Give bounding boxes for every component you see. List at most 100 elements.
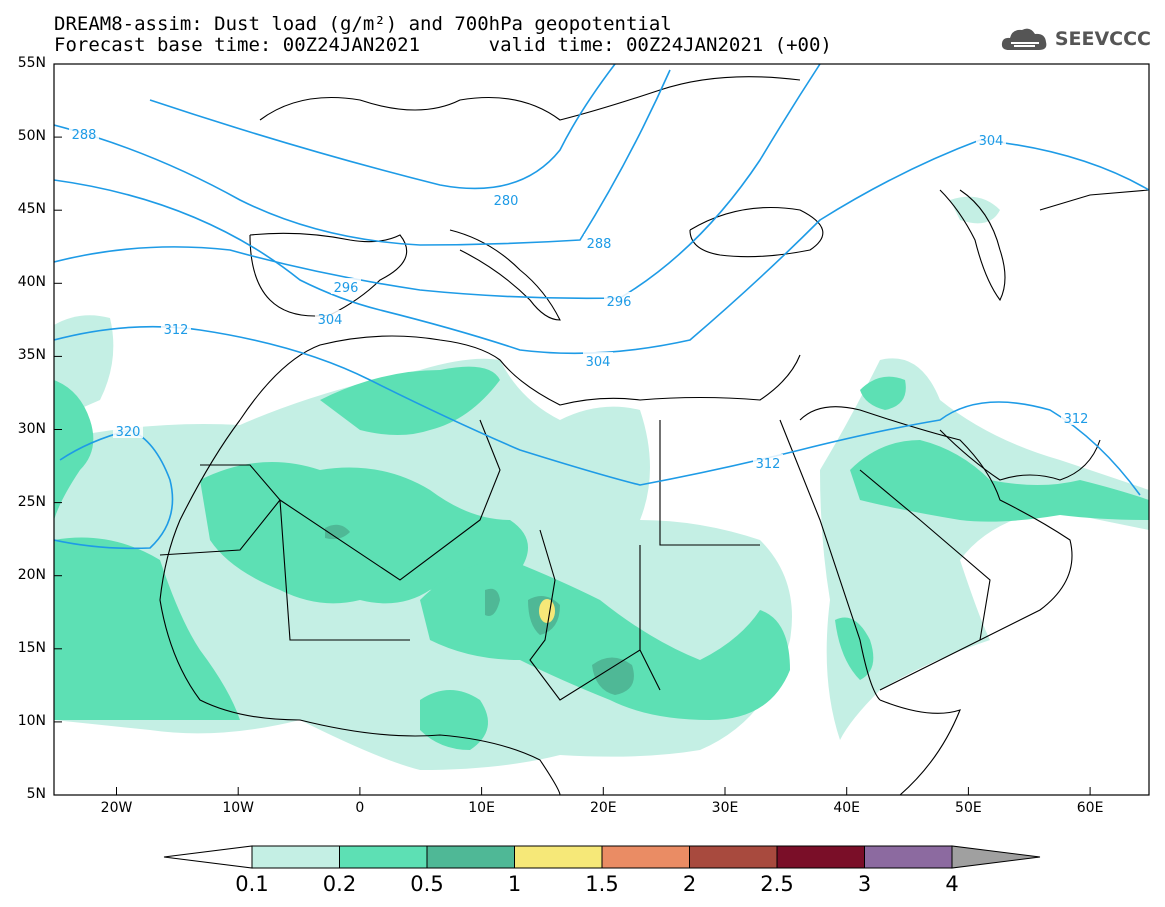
colorbar-label: 2.5 (760, 872, 794, 896)
contour-label-layer: 288 280 288 296 296 304 304 312 312 312 320 304 (69, 125, 1091, 472)
dust-area-medium-algeria (320, 366, 500, 435)
colorbar-segment (776, 845, 865, 869)
coastline-east-africa (879, 699, 961, 795)
coastline-italy (449, 229, 561, 321)
dust-area-dark-niger (485, 588, 500, 616)
logo-text: SEEVCCC (1054, 28, 1151, 50)
contour-label: 312 (756, 457, 781, 472)
lat-label: 15N (17, 639, 46, 656)
border-sudan-egypt (639, 545, 661, 691)
coastline-europe-north (259, 76, 801, 121)
lon-label: 40E (833, 800, 861, 816)
border-algeria (279, 419, 501, 581)
colorbar-label: 0.5 (410, 872, 444, 896)
contour-label: 312 (164, 323, 189, 338)
axis-ticks (54, 63, 1091, 796)
colorbar-segment (601, 845, 690, 869)
colorbar-label: 1.5 (585, 872, 619, 896)
contour-label: 288 (587, 237, 612, 252)
colorbar-label: 4 (945, 872, 959, 896)
lat-label: 25N (17, 493, 46, 510)
coastline-arabia (799, 406, 1073, 691)
lon-label: 10E (468, 800, 495, 816)
coastline-red-sea (779, 419, 881, 701)
contour-label: 296 (334, 281, 359, 296)
seevccc-logo: SEEVCCC (999, 24, 1151, 54)
lon-label: 30E (711, 800, 739, 816)
coastline-iberia (249, 232, 408, 317)
contour-320-line (54, 429, 174, 550)
lat-label: 40N (17, 274, 46, 291)
colorbar-label: 3 (857, 872, 872, 896)
lon-label: 10W (222, 800, 255, 816)
contour-label: 288 (72, 128, 97, 143)
dust-area-medium-iraq (860, 376, 906, 410)
dust-area-light-caspian (950, 196, 1000, 224)
contour-label: 320 (116, 425, 141, 440)
colorbar-label: 2 (682, 872, 697, 896)
lat-label: 10N (17, 712, 46, 729)
dust-fill-layer (54, 196, 1149, 770)
lat-label: 55N (17, 55, 46, 71)
map-title: DREAM8-assim: Dust load (g/m²) and 700hP… (54, 13, 672, 35)
lat-label: 30N (17, 420, 46, 437)
lat-label: 35N (17, 347, 46, 364)
cloud-icon (1001, 28, 1047, 50)
lon-label: 0 (355, 800, 365, 816)
dust-area-dark-sudan (592, 657, 634, 695)
coastline-persian-gulf (939, 429, 1101, 481)
geopotential-contours (54, 64, 1149, 550)
contour-label: 312 (1064, 412, 1089, 427)
border-mali (279, 499, 410, 641)
colorbar-label: 0.2 (322, 872, 357, 896)
contour-label: 304 (979, 134, 1004, 149)
dust-area-medium-west-coast (54, 380, 94, 520)
dust-area-medium-chad (420, 560, 790, 720)
coastlines-borders (159, 76, 1149, 795)
lon-label: 20W (100, 800, 133, 816)
contour-296-line (54, 64, 821, 300)
dust-area-dark-mali (325, 524, 350, 540)
lon-label: 50E (955, 800, 982, 816)
coastline-black-sea (689, 206, 824, 258)
contour-label: 280 (494, 194, 519, 209)
lat-label: 20N (17, 566, 46, 583)
colorbar-segment (339, 845, 428, 869)
contour-label: 304 (586, 355, 611, 370)
lon-label: 60E (1076, 800, 1104, 816)
coastline-caspian (939, 189, 1006, 302)
coastline-north-africa (239, 335, 801, 421)
lat-label: 45N (17, 201, 46, 218)
colorbar-segment (426, 845, 515, 869)
border-mauritania (159, 464, 281, 556)
lon-label: 20E (589, 800, 617, 816)
dust-area-medium-redsea (835, 617, 874, 680)
contour-label: 304 (318, 313, 343, 328)
dust-area-max-yellow (539, 599, 555, 623)
colorbar-segment (689, 845, 778, 869)
border-kazakhstan (1039, 189, 1149, 211)
border-saudi (859, 469, 991, 641)
colorbar-arrow-low (163, 845, 253, 869)
colorbar-segment (514, 845, 603, 869)
lat-label: 5N (26, 786, 46, 802)
colorbar-label: 0.1 (235, 872, 269, 896)
contour-280-line (149, 64, 616, 190)
colorbar-arrow-high (951, 845, 1041, 869)
forecast-time-subtitle: Forecast base time: 00Z24JAN2021 valid t… (54, 34, 832, 56)
contour-312-line (54, 325, 1141, 496)
colorbar-label: 1 (507, 872, 522, 896)
dust-area-medium-mali (200, 462, 528, 604)
contour-304-line (54, 139, 1149, 355)
coastline-west-africa (159, 419, 561, 795)
colorbar (163, 845, 1041, 869)
border-libya-egypt (659, 420, 760, 546)
dust-area-medium-atlantic (54, 537, 240, 720)
colorbar-segment (864, 845, 953, 869)
contour-288-line (54, 69, 671, 246)
lat-label: 50N (17, 128, 46, 145)
border-chad-sudan (529, 529, 641, 701)
contour-label: 296 (607, 295, 632, 310)
dust-area-medium-arabia (850, 440, 1149, 522)
